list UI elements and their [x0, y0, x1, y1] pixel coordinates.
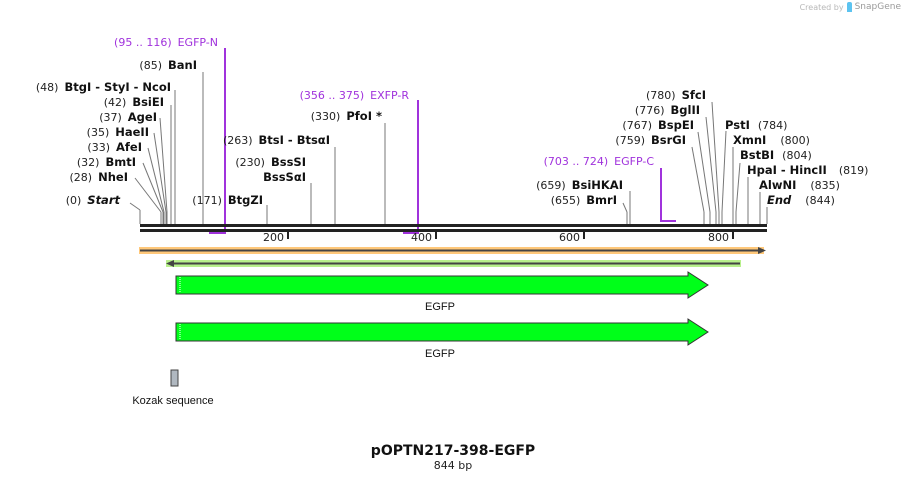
- primer-egfp-n-mark[interactable]: [209, 48, 226, 234]
- site-bspei[interactable]: (767) BspEI: [622, 118, 694, 132]
- orf-forward[interactable]: [139, 247, 766, 254]
- site-xmni[interactable]: XmnI (800): [733, 133, 810, 147]
- site-end[interactable]: End (844): [767, 193, 835, 207]
- feature-egfp-1-label: EGFP: [425, 301, 455, 313]
- site-sfci[interactable]: (780) SfcI: [646, 88, 706, 102]
- tick-800: 800: [708, 231, 729, 244]
- labels-middle: (356 .. 375) EXFP-R (330) PfoI * (263) BtsI…: [192, 89, 409, 207]
- site-bstbi[interactable]: BstBI (804): [740, 148, 812, 162]
- site-btsi-btsai[interactable]: (263) BtsI - BtsαI: [223, 133, 330, 147]
- tick-600: 600: [559, 231, 580, 244]
- feature-egfp-2[interactable]: EGFP: [175, 318, 709, 360]
- primer-egfp-c[interactable]: (703 .. 724) EGFP-C: [544, 155, 655, 168]
- feature-kozak[interactable]: Kozak sequence: [132, 369, 214, 407]
- site-nhei[interactable]: (28) NheI: [70, 170, 128, 184]
- site-start[interactable]: (0) Start: [66, 193, 121, 207]
- site-bmri[interactable]: (655) BmrI: [551, 193, 617, 207]
- credit-brand: SnapGene: [854, 2, 901, 12]
- site-psti[interactable]: PstI (784): [725, 118, 787, 132]
- labels-left: (95 .. 116) EGFP-N (85) BanI (48) BtgI - St…: [36, 36, 218, 207]
- primer-egfp-c-mark[interactable]: [660, 168, 676, 222]
- site-bmti[interactable]: (32) BmtI: [77, 155, 136, 169]
- ruler: 200 400 600 800: [263, 231, 734, 244]
- cut-site-lines: [129, 72, 768, 224]
- snapgene-logo-icon: [846, 2, 852, 12]
- primer-exfp-r[interactable]: (356 .. 375) EXFP-R: [300, 89, 410, 102]
- feature-egfp-2-label: EGFP: [425, 348, 455, 360]
- site-haeii[interactable]: (35) HaeII: [87, 125, 149, 139]
- tick-400: 400: [411, 231, 432, 244]
- primer-lines: [209, 48, 676, 234]
- feature-kozak-label: Kozak sequence: [132, 395, 213, 407]
- site-bsssai[interactable]: BssSαI: [263, 170, 306, 184]
- plasmid-title: pOPTN217-398-EGFP: [371, 443, 535, 459]
- primer-egfp-n[interactable]: (95 .. 116) EGFP-N: [114, 36, 218, 49]
- site-pfoi[interactable]: (330) PfoI *: [311, 109, 382, 123]
- site-alwni[interactable]: AlwNI (835): [759, 178, 840, 192]
- plasmid-length: 844 bp: [434, 459, 472, 472]
- orf-reverse[interactable]: [166, 260, 741, 267]
- site-bsrgi[interactable]: (759) BsrGI: [615, 133, 686, 147]
- site-bglii[interactable]: (776) BglII: [635, 103, 700, 117]
- site-bani[interactable]: (85) BanI: [139, 58, 197, 72]
- site-afei[interactable]: (33) AfeI: [87, 140, 142, 154]
- site-agei[interactable]: (37) AgeI: [99, 110, 157, 124]
- site-bsiei[interactable]: (42) BsiEI: [104, 95, 164, 109]
- site-bsssi[interactable]: (230) BssSI: [235, 155, 306, 169]
- primer-exfp-r-mark[interactable]: [403, 100, 419, 234]
- credit-prefix: Created by: [799, 2, 844, 12]
- site-btgzi[interactable]: (171) BtgZI: [192, 193, 263, 207]
- site-btgi-styi-ncoi[interactable]: (48) BtgI - StyI - NcoI: [36, 80, 171, 94]
- backbone: [140, 224, 767, 232]
- snapgene-credit: Created by SnapGene: [800, 2, 901, 12]
- site-bsihkai[interactable]: (659) BsiHKAI: [536, 178, 623, 192]
- site-hpai-hincii[interactable]: HpaI - HincII (819): [747, 163, 868, 177]
- feature-egfp-1[interactable]: EGFP: [175, 271, 709, 313]
- labels-right: (780) SfcI (776) BglII (767) BspEI (759) Bsr…: [536, 88, 868, 207]
- tick-200: 200: [263, 231, 284, 244]
